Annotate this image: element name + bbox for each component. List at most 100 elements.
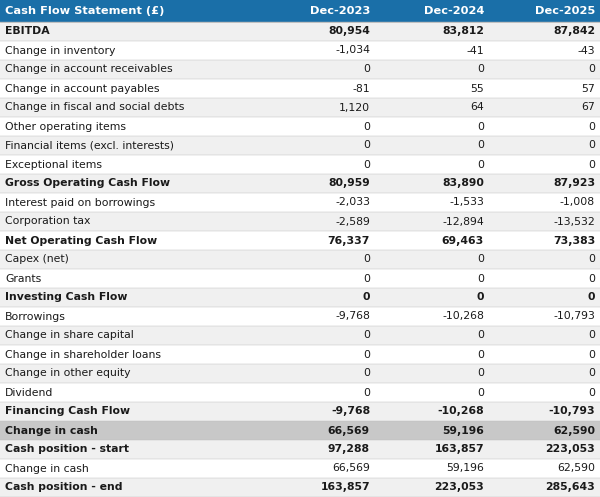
Bar [0, 307, 261, 326]
Text: Grants: Grants [5, 273, 41, 283]
Bar [375, 117, 489, 136]
Bar [261, 269, 375, 288]
Bar [0, 440, 261, 459]
Bar [0, 174, 261, 193]
Bar [261, 98, 375, 117]
Text: Dec-2023: Dec-2023 [310, 6, 370, 16]
Text: -9,768: -9,768 [335, 312, 370, 322]
Text: Interest paid on borrowings: Interest paid on borrowings [5, 197, 155, 208]
Text: 73,383: 73,383 [553, 236, 595, 246]
Text: 76,337: 76,337 [328, 236, 370, 246]
Bar [261, 174, 375, 193]
Text: -9,768: -9,768 [331, 407, 370, 416]
Text: 59,196: 59,196 [442, 425, 484, 435]
Bar [0, 79, 261, 98]
Text: Gross Operating Cash Flow: Gross Operating Cash Flow [5, 178, 170, 188]
Bar [0, 288, 261, 307]
Bar [261, 22, 375, 41]
Bar [261, 193, 375, 212]
Bar [375, 288, 489, 307]
Text: EBITDA: EBITDA [5, 26, 50, 36]
Bar [261, 41, 375, 60]
Text: 66,569: 66,569 [332, 464, 370, 474]
Text: 0: 0 [477, 254, 484, 264]
Bar [0, 98, 261, 117]
Text: 1,120: 1,120 [339, 102, 370, 112]
Text: Cash position - end: Cash position - end [5, 483, 122, 493]
Bar [489, 41, 600, 60]
Bar [261, 231, 375, 250]
Text: 0: 0 [477, 121, 484, 132]
Bar [375, 364, 489, 383]
Text: 55: 55 [470, 83, 484, 93]
Text: 97,288: 97,288 [328, 444, 370, 454]
Text: 87,842: 87,842 [553, 26, 595, 36]
Text: 223,053: 223,053 [545, 444, 595, 454]
Bar [489, 440, 600, 459]
Bar [0, 459, 261, 478]
Bar [0, 155, 261, 174]
Bar [489, 307, 600, 326]
Bar [375, 193, 489, 212]
Text: Cash position - start: Cash position - start [5, 444, 129, 454]
Text: Exceptional items: Exceptional items [5, 160, 102, 169]
Text: -10,793: -10,793 [548, 407, 595, 416]
Text: 0: 0 [363, 121, 370, 132]
Text: 0: 0 [477, 331, 484, 340]
Text: 0: 0 [363, 160, 370, 169]
Text: Dec-2025: Dec-2025 [535, 6, 595, 16]
Bar [261, 155, 375, 174]
Text: Dividend: Dividend [5, 388, 53, 398]
Bar [375, 459, 489, 478]
Bar [261, 117, 375, 136]
Bar [0, 0, 261, 22]
Bar [489, 345, 600, 364]
Text: Capex (net): Capex (net) [5, 254, 69, 264]
Bar [489, 193, 600, 212]
Bar [375, 136, 489, 155]
Bar [375, 60, 489, 79]
Bar [261, 421, 375, 440]
Text: 0: 0 [588, 368, 595, 379]
Bar [489, 155, 600, 174]
Bar [489, 478, 600, 497]
Bar [489, 250, 600, 269]
Bar [261, 478, 375, 497]
Text: Corporation tax: Corporation tax [5, 217, 91, 227]
Text: 0: 0 [588, 254, 595, 264]
Text: Financial items (excl. interests): Financial items (excl. interests) [5, 141, 174, 151]
Text: 87,923: 87,923 [553, 178, 595, 188]
Bar [0, 383, 261, 402]
Text: Change in inventory: Change in inventory [5, 46, 115, 56]
Bar [375, 307, 489, 326]
Text: 0: 0 [363, 331, 370, 340]
Text: 62,590: 62,590 [557, 464, 595, 474]
Bar [375, 174, 489, 193]
Bar [489, 421, 600, 440]
Bar [261, 326, 375, 345]
Text: -13,532: -13,532 [553, 217, 595, 227]
Text: 0: 0 [363, 349, 370, 359]
Text: Change in shareholder loans: Change in shareholder loans [5, 349, 161, 359]
Bar [0, 60, 261, 79]
Bar [489, 231, 600, 250]
Bar [375, 0, 489, 22]
Bar [489, 98, 600, 117]
Text: 0: 0 [588, 160, 595, 169]
Text: 0: 0 [363, 273, 370, 283]
Bar [0, 478, 261, 497]
Bar [375, 421, 489, 440]
Text: 83,890: 83,890 [442, 178, 484, 188]
Bar [0, 326, 261, 345]
Text: 0: 0 [588, 141, 595, 151]
Bar [0, 41, 261, 60]
Bar [489, 0, 600, 22]
Text: -2,033: -2,033 [335, 197, 370, 208]
Bar [0, 345, 261, 364]
Bar [489, 174, 600, 193]
Bar [0, 193, 261, 212]
Text: Dec-2024: Dec-2024 [424, 6, 484, 16]
Text: 0: 0 [587, 293, 595, 303]
Text: -43: -43 [577, 46, 595, 56]
Bar [375, 41, 489, 60]
